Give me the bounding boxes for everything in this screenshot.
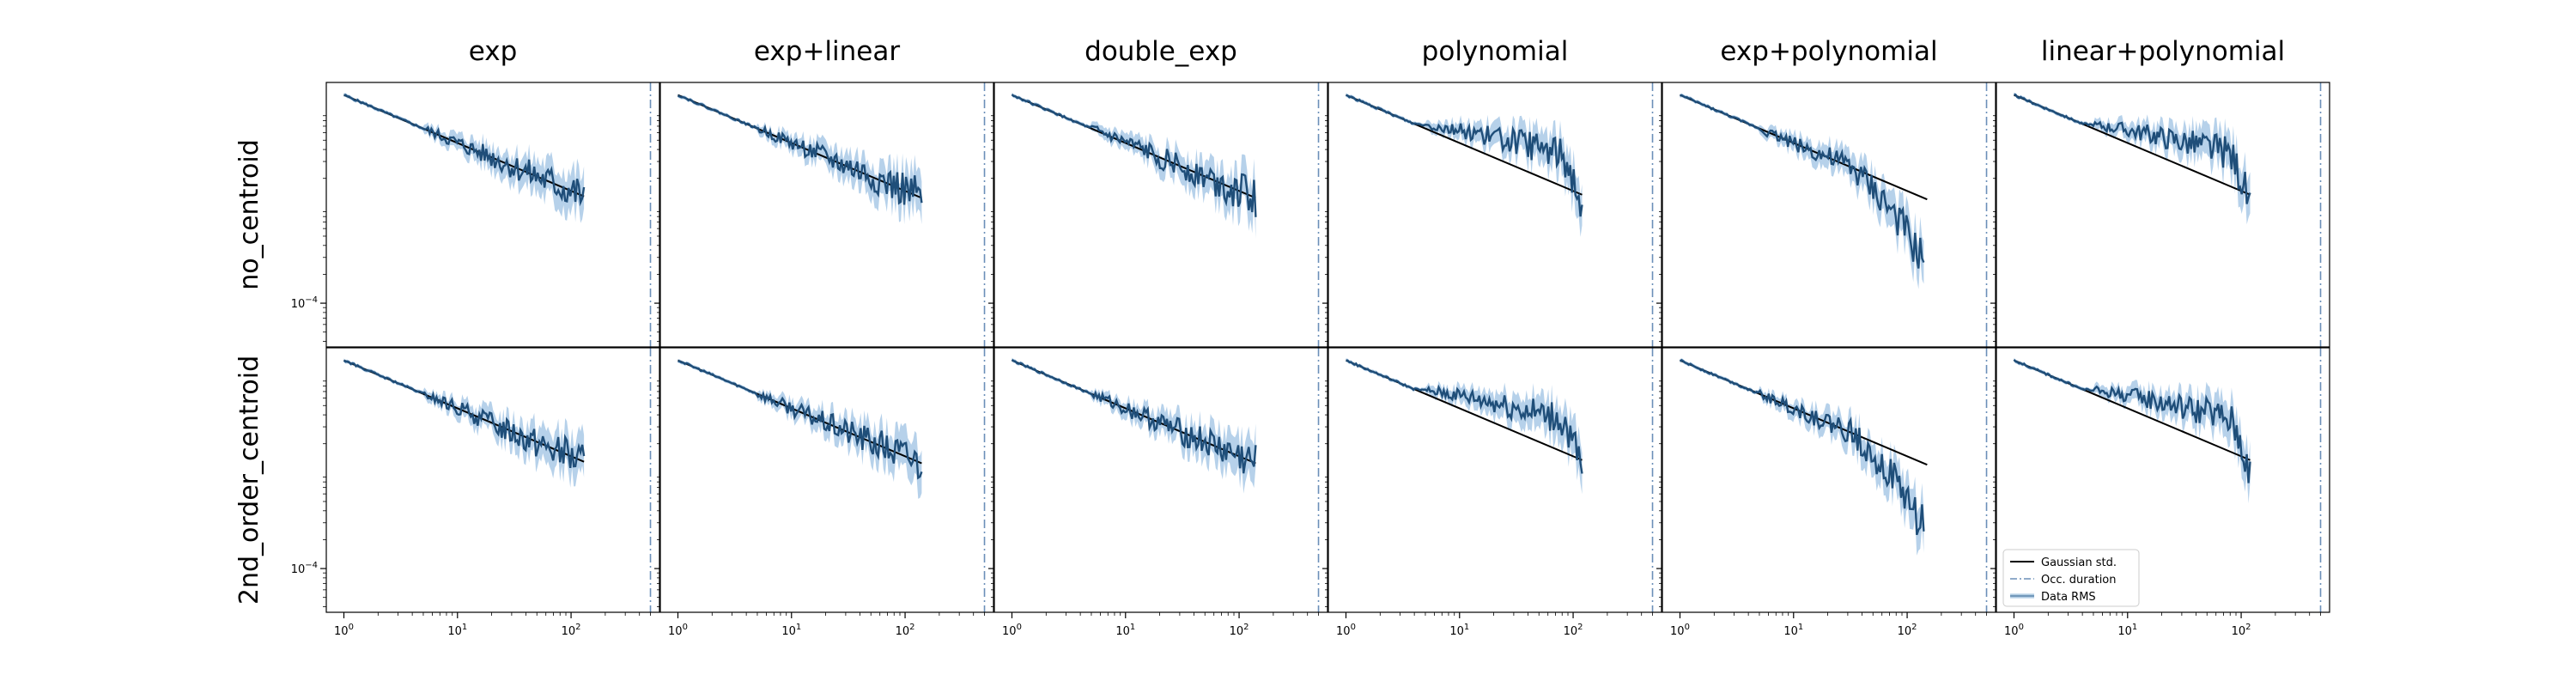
panel-frame [993,347,1328,613]
panel-frame [1996,347,2330,613]
panel-frame [1327,347,1662,613]
rms-line [2014,93,2251,204]
x-tick-label: 100 [668,623,688,638]
panel [1656,82,1996,348]
legend-label: Gaussian std. [2041,556,2117,569]
panel-frame [1662,82,1996,348]
panel [1322,82,1662,348]
x-tick-label: 102 [1230,623,1249,638]
rms-line [677,360,923,480]
panel-frame [659,347,994,613]
panel [1990,82,2330,348]
x-tick-label: 102 [2232,623,2251,638]
legend: Gaussian std. Occ. duration Data RMS [2002,549,2140,607]
x-tick-label: 101 [1783,623,1803,638]
rms-line [1680,94,1925,269]
x-tick-label: 101 [781,623,801,638]
x-tick-label: 102 [1898,623,1917,638]
rms-line [1346,359,1583,474]
panel-frame [1996,82,2330,348]
rms-line [343,359,586,469]
y-tick-label: 10−4 [291,295,318,311]
rms-line [2013,359,2251,483]
rms-band [2014,357,2251,504]
rms-band [1012,357,1256,494]
rms-band [677,94,922,225]
legend-box [2002,549,2140,607]
x-tick-label: 101 [1115,623,1135,638]
x-tick-label: 102 [896,623,915,638]
rms-line [1011,358,1257,474]
rms-band [343,93,585,223]
panel: 10−4 [291,82,660,348]
rms-band [677,359,922,499]
rms-line [343,94,586,207]
x-tick-label: 102 [562,623,581,638]
row-title: 2nd_order_centroid [234,356,264,605]
panel [988,82,1328,348]
panel: 10−4 100 101 102 [291,347,660,638]
panel: 100 101 102 [988,347,1328,638]
panel [654,82,994,348]
rms-band [1346,358,1583,495]
x-tick-label: 100 [1670,623,1690,638]
rms-band [1680,358,1924,556]
x-tick-label: 102 [1564,623,1583,638]
x-tick-label: 101 [1449,623,1469,638]
x-tick-label: 100 [1002,623,1022,638]
panel-frame [325,82,660,348]
rms-band [1346,93,1583,237]
column-title: double_exp [1084,36,1237,67]
column-title: linear+polynomial [2041,36,2285,67]
rms-line [677,94,923,205]
panel-frame [993,82,1328,348]
column-title: exp+linear [754,36,900,67]
column-title: exp+polynomial [1720,36,1937,67]
x-tick-label: 101 [2117,623,2137,638]
panel: 100 101 102 [1990,347,2330,638]
rms-line [1011,94,1257,217]
column-title: polynomial [1422,36,1569,67]
column-title: exp [469,36,518,67]
rms-band [343,358,585,488]
panel-frame [325,347,660,613]
x-tick-label: 100 [334,623,354,638]
rms-band [2014,92,2251,225]
row-title: no_centroid [234,139,264,290]
panel: 100 101 102 [654,347,994,638]
panel: 100 101 102 [1322,347,1662,638]
x-tick-label: 101 [447,623,467,638]
rms-band [1012,92,1256,239]
panel: 100 101 102 [1656,347,1996,638]
x-tick-label: 100 [1336,623,1356,638]
rms-line [1346,94,1583,217]
rms-line [1680,359,1925,536]
rms-band [1680,93,1924,289]
legend-label: Occ. duration [2041,574,2117,587]
panel-frame [1662,347,1996,613]
panel-frame [1327,82,1662,348]
y-tick-label: 10−4 [291,561,318,576]
legend-label: Data RMS [2041,591,2096,604]
x-tick-label: 100 [2004,623,2024,638]
panel-frame [659,82,994,348]
